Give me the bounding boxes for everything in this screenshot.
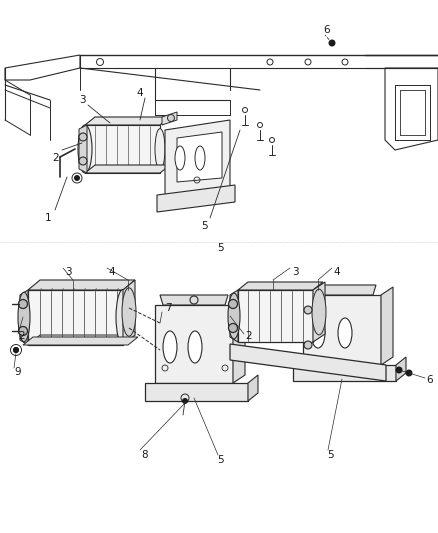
Text: 2: 2 [246,331,252,341]
Polygon shape [85,117,170,125]
Circle shape [328,39,336,46]
Polygon shape [238,282,323,290]
Text: 5: 5 [217,455,223,465]
Circle shape [13,347,19,353]
Ellipse shape [188,331,202,363]
Text: 9: 9 [15,367,21,377]
Circle shape [13,347,19,353]
Ellipse shape [163,331,177,363]
Polygon shape [177,132,222,182]
Text: 2: 2 [53,153,59,163]
Polygon shape [233,297,245,383]
Text: 4: 4 [109,267,115,277]
Polygon shape [165,120,230,200]
Circle shape [304,341,312,349]
Circle shape [79,133,87,141]
Polygon shape [28,290,123,345]
Circle shape [406,369,413,376]
Polygon shape [230,344,386,381]
Polygon shape [162,112,177,125]
Polygon shape [79,125,87,173]
Text: 2: 2 [19,331,25,341]
Ellipse shape [338,318,352,348]
Text: 3: 3 [65,267,71,277]
Text: 4: 4 [334,267,340,277]
Text: 3: 3 [292,267,298,277]
Ellipse shape [311,318,325,348]
Polygon shape [28,280,135,290]
Polygon shape [28,335,135,345]
Polygon shape [155,305,233,383]
Ellipse shape [78,125,92,173]
Text: 6: 6 [427,375,433,385]
Polygon shape [313,282,325,342]
Text: 7: 7 [165,303,171,313]
Polygon shape [381,287,393,365]
Text: 5: 5 [201,221,208,231]
Circle shape [167,115,174,122]
Circle shape [229,300,237,309]
Circle shape [74,175,80,181]
Polygon shape [238,290,313,342]
Circle shape [229,324,237,333]
Circle shape [396,367,403,374]
Ellipse shape [122,288,136,336]
Polygon shape [396,357,406,381]
Polygon shape [123,280,135,345]
Polygon shape [85,165,170,173]
Polygon shape [160,295,228,305]
Text: 1: 1 [45,213,51,223]
Polygon shape [308,285,376,295]
Text: 6: 6 [324,25,330,35]
Ellipse shape [155,128,165,169]
Ellipse shape [116,289,130,344]
Polygon shape [20,290,28,345]
Polygon shape [23,337,138,345]
Polygon shape [230,290,238,342]
Ellipse shape [195,146,205,170]
Polygon shape [145,383,248,401]
Ellipse shape [228,293,240,339]
Circle shape [18,300,28,309]
Text: 5: 5 [327,450,333,460]
Text: 3: 3 [79,95,85,105]
Circle shape [304,306,312,314]
Circle shape [79,157,87,165]
Text: 5: 5 [217,243,223,253]
Ellipse shape [18,292,30,342]
Polygon shape [85,125,160,173]
Text: 4: 4 [137,88,143,98]
Text: 8: 8 [141,450,148,460]
Polygon shape [293,365,396,381]
Polygon shape [157,185,235,212]
Circle shape [18,327,28,335]
Ellipse shape [175,146,185,170]
Ellipse shape [312,289,326,335]
Circle shape [182,398,188,404]
Polygon shape [303,295,381,365]
Polygon shape [248,375,258,401]
